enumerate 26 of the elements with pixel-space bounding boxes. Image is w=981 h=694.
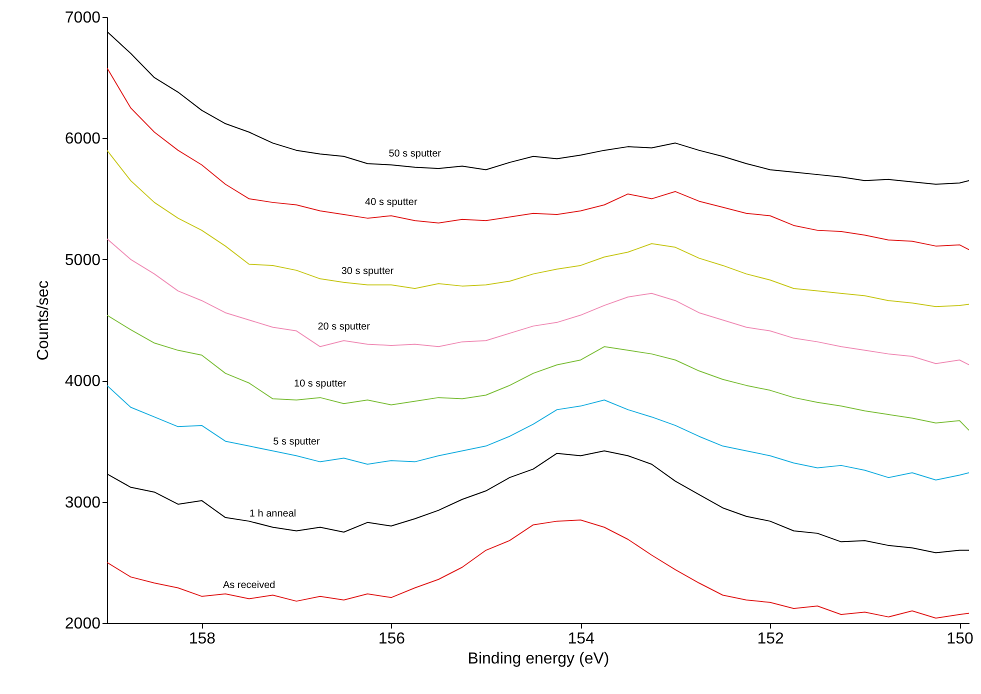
series-label: 1 h anneal [249,508,296,520]
series-label: 30 s sputter [341,266,394,277]
x-tick-label: 152 [757,630,784,648]
series-label: 40 s sputter [365,196,418,208]
x-axis-title: Binding energy (eV) [468,650,610,668]
x-tick-label: 154 [568,630,595,648]
y-tick-label: 5000 [64,252,101,269]
x-tick-label: 156 [378,630,406,648]
series-label: 10 s sputter [294,378,347,390]
line-series [107,67,969,250]
y-tick-label: 3000 [64,494,101,512]
series-label: 20 s sputter [318,322,371,333]
y-tick-label: 4000 [64,373,101,390]
series-label: 50 s sputter [388,148,442,160]
line-series [107,238,969,366]
y-tick-label: 7000 [64,10,101,26]
line-series [107,519,969,619]
y-axis-title: Counts/sec [34,280,52,361]
x-tick-label: 158 [188,630,216,648]
x-tick-label: 150 [946,630,974,648]
series-label: 5 s sputter [273,436,320,448]
y-tick-label: 2000 [64,616,101,632]
line-series [107,150,969,308]
line-series [107,314,969,431]
series-label: As received [222,580,276,591]
y-tick-label: 6000 [64,130,101,148]
